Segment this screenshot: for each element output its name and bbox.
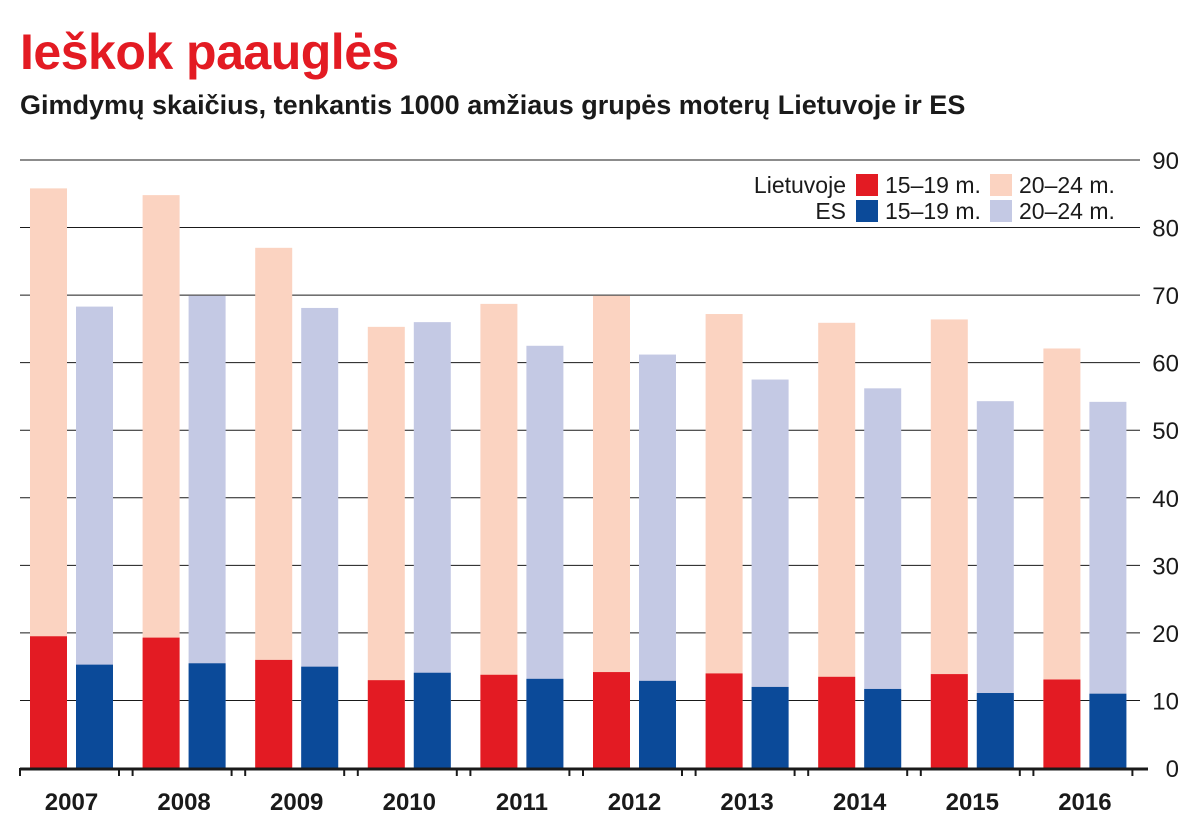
legend-label-lt-15-19: 15–19 m.	[885, 172, 981, 198]
legend-label-lt-20-24: 20–24 m.	[1019, 172, 1115, 198]
bar-es-15-19-2011	[526, 678, 564, 768]
y-tick-label: 40	[1152, 486, 1179, 513]
y-tick-label: 10	[1152, 688, 1179, 715]
legend: Lietuvoje 15–19 m. 20–24 m. ES 15–19 m. …	[754, 172, 1115, 224]
x-tick-label: 2007	[45, 789, 98, 816]
x-tick-label: 2010	[383, 789, 436, 816]
bar-lt-15-19-2011	[480, 674, 518, 768]
y-tick-label: 80	[1152, 216, 1179, 243]
legend-swatch-es-15-19	[856, 200, 878, 222]
legend-label-es-15-19: 15–19 m.	[885, 198, 981, 224]
y-tick-label: 50	[1152, 418, 1179, 445]
x-tick-label: 2016	[1058, 789, 1111, 816]
x-tick-label: 2009	[270, 789, 323, 816]
bar-lt-15-19-2014	[818, 676, 856, 768]
legend-group-es: ES	[815, 198, 846, 224]
x-tick-label: 2013	[720, 789, 773, 816]
bar-es-15-19-2009	[301, 666, 339, 768]
legend-swatch-lt-20-24	[990, 174, 1012, 196]
y-tick-label: 30	[1152, 553, 1179, 580]
x-axis-labels: 2007 2008 2009 2010 2011 2012 2013 2014 2015 2016	[19, 768, 1134, 816]
bar-lt-15-19-2012	[593, 672, 630, 768]
bar-es-15-19-2012	[639, 680, 676, 768]
gridlines	[20, 159, 1140, 701]
x-tick-label: 2008	[157, 789, 210, 816]
legend-group-lietuvoje: Lietuvoje	[754, 172, 846, 198]
bar-es-15-19-2016	[1089, 693, 1127, 768]
bar-lt-15-19-2015	[930, 674, 968, 768]
chart-subtitle: Gimdymų skaičius, tenkantis 1000 amžiaus…	[20, 90, 966, 120]
bar-es-15-19-2015	[976, 693, 1014, 768]
chart-title: Ieškok paauglės	[20, 24, 399, 80]
bar-es-15-19-2013	[751, 686, 789, 768]
x-tick-label: 2011	[496, 789, 548, 816]
bar-lt-15-19-2009	[255, 659, 293, 768]
bar-lt-15-19-2008	[142, 637, 180, 768]
bar-lt-15-19-2016	[1043, 679, 1081, 768]
legend-label-es-20-24: 20–24 m.	[1019, 198, 1115, 224]
legend-swatch-es-20-24	[990, 200, 1012, 222]
x-tick-label: 2015	[946, 789, 999, 816]
y-tick-label: 90	[1152, 148, 1179, 175]
bars	[30, 188, 1127, 769]
bar-es-15-19-2007	[76, 664, 113, 768]
y-axis-labels: 0 10 20 30 40 50 60 70 80 90	[1152, 148, 1179, 783]
bar-lt-15-19-2010	[367, 680, 405, 768]
bar-es-15-19-2010	[413, 672, 451, 768]
x-tick-label: 2014	[833, 789, 887, 816]
bar-lt-15-19-2013	[705, 673, 743, 768]
y-tick-label: 20	[1152, 621, 1179, 648]
legend-swatch-lt-15-19	[856, 174, 878, 196]
x-tick-label: 2012	[608, 789, 661, 816]
y-tick-label: 70	[1152, 283, 1179, 310]
bar-lt-15-19-2007	[30, 636, 67, 768]
bar-es-15-19-2014	[864, 688, 902, 768]
y-tick-label: 0	[1166, 756, 1179, 783]
bar-es-15-19-2008	[188, 663, 226, 768]
y-tick-label: 60	[1152, 351, 1179, 378]
